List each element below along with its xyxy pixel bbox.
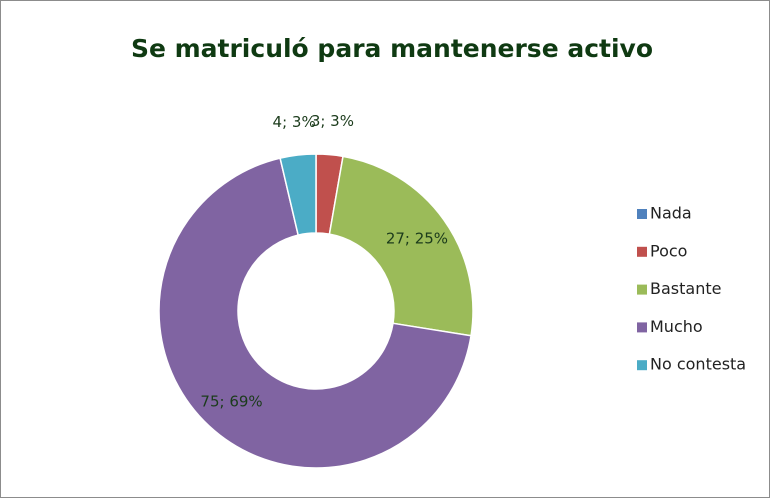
data-label: 3; 3% [311,112,354,130]
legend-swatch [637,209,647,219]
legend-swatch [637,322,647,333]
data-label: 4; 3% [273,113,316,131]
legend-label: Bastante [650,279,721,298]
legend-label: No contesta [650,355,746,374]
legend-label: Mucho [650,317,703,336]
chart-title: Se matriculó para mantenerse activo [131,34,653,63]
legend-swatch [637,360,647,371]
data-label: 75; 69% [200,392,262,410]
legend-label: Poco [650,241,687,260]
legend-swatch [637,246,647,257]
donut-slice [328,155,474,337]
donut-slice [158,157,472,469]
data-label: 27; 25% [386,229,448,247]
legend-label: Nada [650,204,692,223]
donut-slice [279,153,317,236]
legend-swatch [637,284,647,295]
